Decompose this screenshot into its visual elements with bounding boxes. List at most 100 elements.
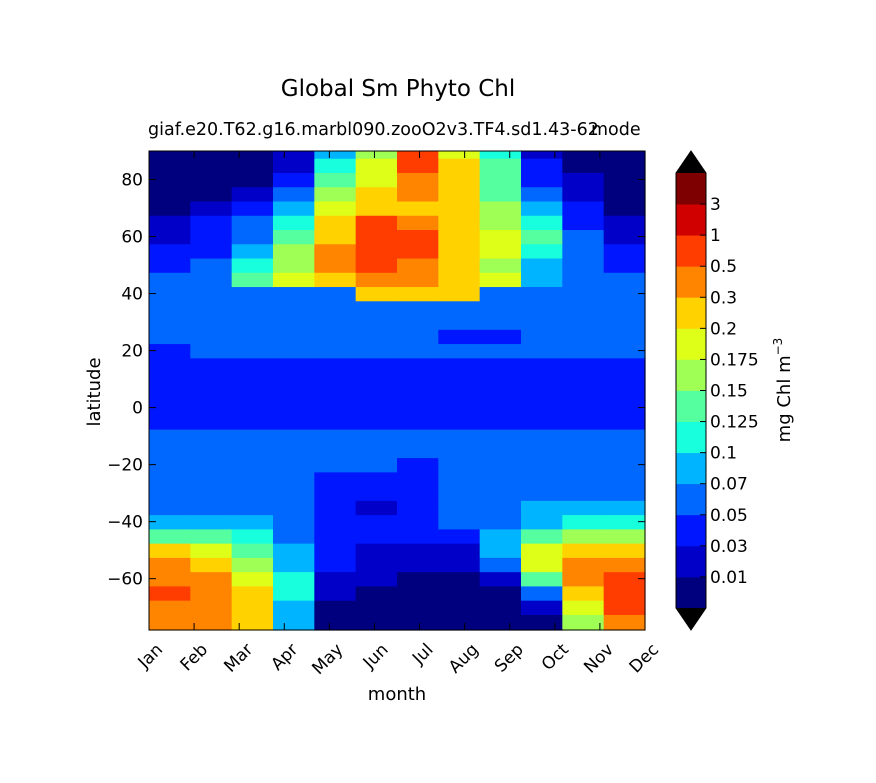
heatmap-cell (190, 215, 233, 231)
heatmap-cell (479, 400, 522, 416)
heatmap-cell (562, 543, 605, 558)
heatmap-cell (273, 443, 315, 459)
heatmap-cell (231, 243, 274, 259)
x-tick-label: Nov (580, 640, 618, 678)
heatmap-cell (355, 343, 398, 359)
heatmap-cell (149, 514, 191, 530)
heatmap-cell (603, 357, 646, 373)
heatmap-cell (603, 414, 646, 430)
heatmap-cell (479, 428, 522, 444)
heatmap-cell (355, 514, 398, 530)
heatmap-cell (273, 486, 315, 501)
heatmap-cell (149, 571, 191, 587)
heatmap-cell (562, 215, 605, 231)
heatmap-cell (355, 200, 398, 216)
colorbar-label-exponent: −3 (771, 338, 785, 356)
heatmap-cell (314, 457, 357, 473)
y-axis: 80 60 40 20 0 −20 −40 −60 (107, 171, 645, 590)
colorbar-label-text: mg Chl m (774, 355, 795, 442)
heatmap-cell (521, 371, 563, 387)
heatmap-cell (521, 386, 563, 402)
heatmap-cell (314, 314, 357, 330)
heatmap-cell (190, 243, 233, 259)
heatmap-cell (149, 428, 191, 444)
colorbar-tick-label: 0.2 (710, 319, 737, 339)
heatmap-cell (273, 357, 315, 373)
heatmap-cell (397, 543, 439, 558)
heatmap-cell (603, 343, 646, 359)
heatmap-cell (273, 471, 315, 487)
heatmap-cell (397, 272, 439, 288)
heatmap-cell (479, 257, 522, 273)
heatmap-cell (479, 557, 522, 573)
heatmap-cell (438, 571, 481, 587)
heatmap-cell (355, 428, 398, 444)
colorbar-tick-label: 0.5 (710, 257, 737, 277)
heatmap-cell (314, 400, 357, 416)
heatmap-cell (397, 229, 439, 245)
x-tick-label: Dec (626, 640, 663, 677)
heatmap-cell (521, 314, 563, 330)
heatmap-cell (603, 200, 646, 216)
heatmap-cell (562, 343, 605, 359)
heatmap-cell (231, 600, 274, 615)
y-tick-label: 80 (121, 171, 143, 191)
heatmap-cell (562, 186, 605, 202)
x-tick-label: May (308, 640, 347, 679)
heatmap-cell (149, 286, 191, 302)
heatmap-cell (479, 500, 522, 516)
colorbar-tick-label: 0.175 (710, 350, 759, 370)
heatmap-cell (562, 329, 605, 345)
x-tick-label: Aug (445, 640, 483, 678)
heatmap-cell (603, 229, 646, 245)
heatmap-cell (273, 414, 315, 430)
heatmap-cell (231, 172, 274, 188)
colorbar-tick-label: 0.3 (710, 288, 737, 308)
heatmap-cell (355, 314, 398, 330)
heatmap-cell (603, 585, 646, 601)
heatmap-cell (397, 414, 439, 430)
heatmap-cell (438, 400, 481, 416)
y-tick-label: −40 (107, 513, 143, 533)
heatmap-cell (231, 272, 274, 288)
heatmap-cell (190, 300, 233, 316)
heatmap-cell (521, 585, 563, 601)
heatmap-cell (438, 329, 481, 345)
heatmap-cell (314, 300, 357, 316)
y-axis-label: latitude (84, 357, 105, 426)
heatmap-cell (479, 471, 522, 487)
heatmap-cell (149, 300, 191, 316)
colorbar-swatch (676, 173, 706, 205)
heatmap-cell (562, 585, 605, 601)
colorbar-tick-label: 0.1 (710, 444, 737, 464)
heatmap-cell (479, 528, 522, 544)
colorbar-tick-label: 0.03 (710, 537, 748, 557)
colorbar-swatch (676, 359, 706, 391)
heatmap-cell (603, 600, 646, 615)
heatmap-cell (355, 186, 398, 202)
heatmap-cell (521, 357, 563, 373)
heatmap-cell (397, 600, 439, 615)
heatmap-cell (397, 514, 439, 530)
heatmap-cell (397, 257, 439, 273)
heatmap-cell (562, 229, 605, 245)
x-tick-label: Jul (408, 640, 437, 669)
heatmap-cell (479, 343, 522, 359)
heatmap-cell (190, 528, 233, 544)
colorbar-tick-label: 1 (710, 226, 721, 246)
heatmap-cell (521, 543, 563, 558)
heatmap-cell (314, 172, 357, 188)
heatmap-cell (603, 471, 646, 487)
colorbar-swatch (676, 483, 706, 516)
heatmap-cell (355, 543, 398, 558)
heatmap-cell (603, 400, 646, 416)
heatmap-cell (521, 215, 563, 231)
heatmap-cell (521, 400, 563, 416)
heatmap-cell (397, 500, 439, 516)
heatmap-cell (273, 314, 315, 330)
heatmap-cell (438, 186, 481, 202)
heatmap-cell (149, 200, 191, 216)
heatmap-cell (273, 186, 315, 202)
colorbar-swatch (676, 421, 706, 454)
colorbar-swatch (676, 266, 706, 298)
